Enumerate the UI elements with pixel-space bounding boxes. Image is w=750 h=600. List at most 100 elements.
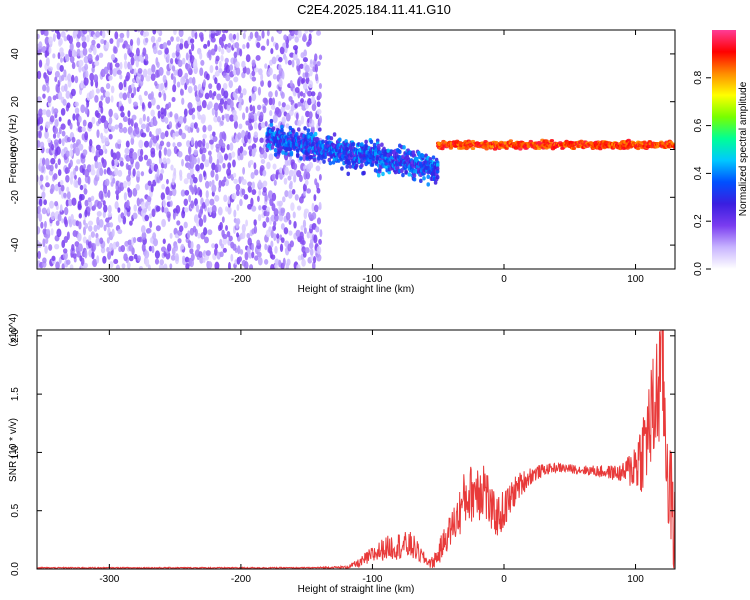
heatmap-cell (288, 146, 293, 152)
heatmap-cell (233, 209, 237, 218)
heatmap-cell (68, 199, 73, 207)
heatmap-cell (313, 256, 317, 264)
heatmap-cell (55, 220, 60, 226)
heatmap-cell (225, 206, 228, 212)
heatmap-cell (231, 192, 237, 200)
heatmap-cell (303, 227, 307, 234)
heatmap-cell (235, 61, 240, 69)
heatmap-cell (208, 180, 212, 187)
heatmap-cell (114, 31, 119, 40)
heatmap-cell (296, 264, 301, 269)
heatmap-cell (203, 227, 208, 236)
heatmap-cell (210, 169, 215, 178)
heatmap-cell (141, 243, 146, 252)
heatmap-cell (119, 32, 125, 39)
heatmap-cell (91, 116, 96, 125)
heatmap-cell (435, 162, 440, 168)
heatmap-cell (87, 53, 93, 62)
heatmap-cell (191, 156, 197, 165)
heatmap-cell (283, 34, 288, 41)
heatmap-cell (207, 261, 213, 269)
heatmap-cell (215, 143, 220, 149)
heatmap-cell (140, 74, 144, 82)
spectrogram-x-tick-label: -200 (231, 274, 251, 285)
heatmap-cell (119, 182, 125, 192)
heatmap-cell (412, 173, 417, 178)
heatmap-cell (171, 52, 176, 59)
heatmap-cell (48, 244, 53, 251)
heatmap-cell (128, 96, 132, 105)
heatmap-cell (183, 108, 188, 117)
heatmap-cell (269, 110, 273, 117)
heatmap-cell (194, 140, 199, 149)
heatmap-cell (146, 116, 150, 123)
heatmap-cell (47, 95, 52, 104)
heatmap-cell (309, 248, 314, 256)
spectrogram-ylabel: Frequency (Hz) (8, 115, 19, 184)
heatmap-cell (94, 94, 99, 103)
heatmap-cell (48, 46, 52, 54)
heatmap-cell (77, 176, 82, 186)
snr-x-tick-label: -300 (99, 574, 119, 585)
heatmap-cell (97, 200, 103, 210)
heatmap-cell (201, 153, 206, 162)
heatmap-cell (316, 101, 321, 108)
heatmap-cell (64, 83, 68, 92)
heatmap-cell (214, 194, 220, 202)
heatmap-cell (71, 197, 77, 206)
heatmap-cell (273, 147, 278, 153)
heatmap-cell (227, 205, 232, 215)
heatmap-cell (143, 140, 150, 148)
heatmap-cell (316, 30, 322, 36)
heatmap-cell (42, 93, 46, 99)
heatmap-cell (249, 104, 253, 112)
heatmap-cell (260, 45, 266, 51)
heatmap-cell (219, 120, 224, 126)
heatmap-cell (267, 190, 273, 199)
heatmap-cell (198, 173, 203, 183)
heatmap-cell (87, 206, 91, 213)
heatmap-cell (189, 184, 193, 193)
heatmap-cell (59, 204, 63, 212)
heatmap-cell (75, 147, 80, 157)
heatmap-cell (419, 178, 423, 184)
heatmap-cell (219, 98, 225, 105)
heatmap-cell (120, 244, 126, 253)
heatmap-cell (118, 92, 124, 99)
heatmap-cell (301, 239, 306, 246)
heatmap-cell (321, 139, 325, 144)
heatmap-cell (256, 35, 262, 42)
heatmap-cell (235, 189, 240, 197)
heatmap-cell (244, 251, 249, 261)
heatmap-cell (52, 133, 57, 139)
heatmap-cell (113, 258, 119, 265)
heatmap-cell (38, 198, 43, 207)
heatmap-cell (260, 121, 266, 129)
heatmap-cell (229, 100, 234, 109)
heatmap-cell (193, 184, 198, 193)
heatmap-cell (141, 132, 147, 138)
heatmap-cell (110, 95, 114, 103)
heatmap-cell (273, 208, 279, 217)
heatmap-cell (39, 174, 44, 182)
heatmap-cell (81, 126, 86, 132)
heatmap-cell (201, 100, 207, 109)
heatmap-cell (297, 255, 302, 261)
snr-y-axis: 0.0 0.5 1.0 1.5 2.0 (10, 328, 675, 576)
heatmap-cell (295, 152, 300, 158)
heatmap-cell (44, 30, 49, 37)
heatmap-cell (223, 132, 227, 142)
heatmap-cell (130, 56, 135, 66)
heatmap-cell (109, 222, 114, 228)
heatmap-cell (214, 109, 218, 118)
heatmap-cell (177, 150, 183, 158)
heatmap-cell (218, 45, 221, 53)
heatmap-cell (270, 48, 274, 55)
heatmap-cell (54, 183, 60, 192)
heatmap-cell (69, 42, 74, 52)
heatmap-cell (79, 184, 84, 191)
heatmap-cell (294, 86, 300, 94)
heatmap-cell (63, 35, 68, 42)
heatmap-cell (57, 213, 62, 222)
heatmap-cell (66, 191, 71, 200)
